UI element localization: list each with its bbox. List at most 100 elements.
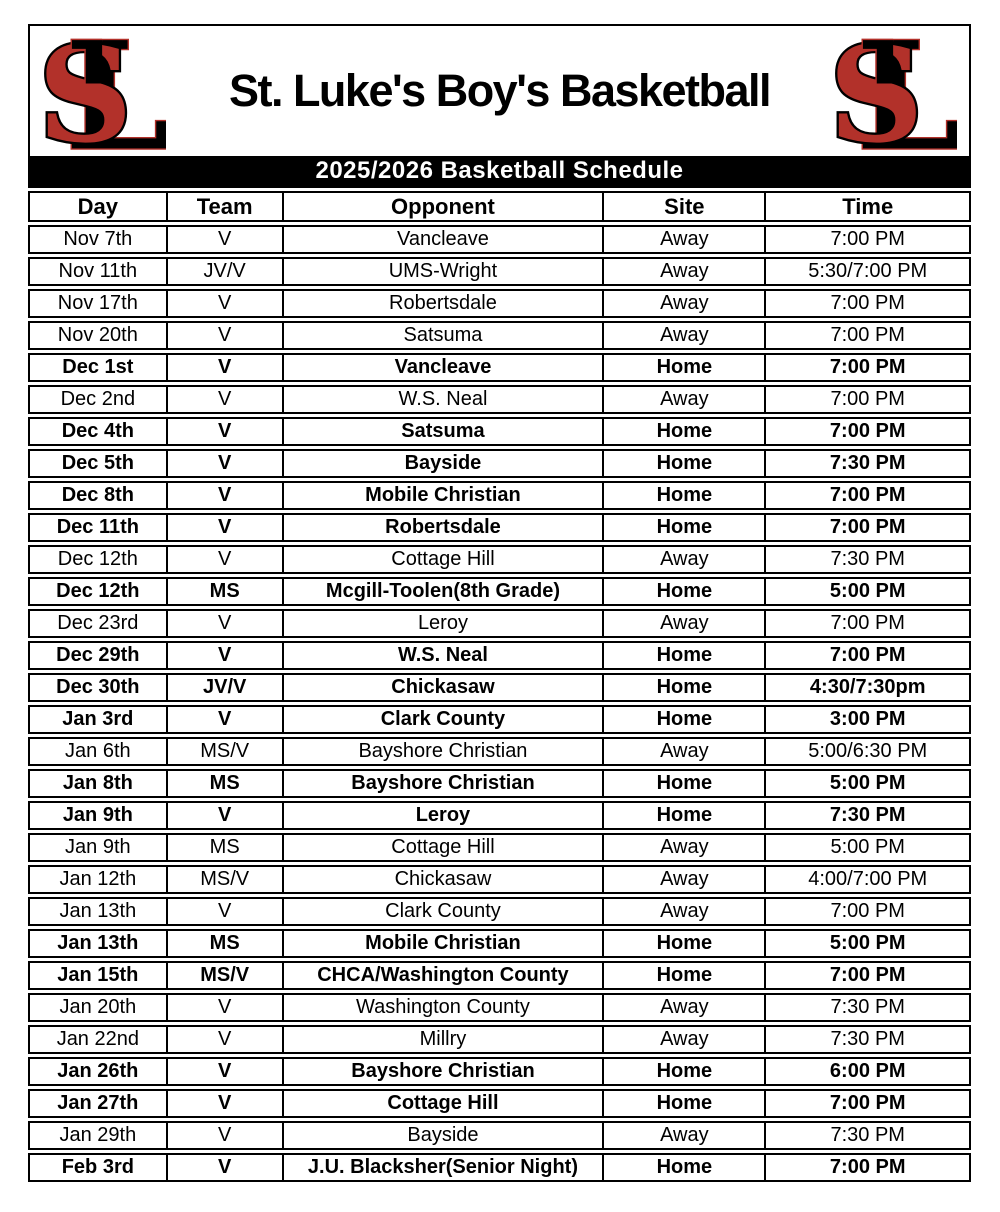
cell-site: Away [602, 257, 765, 286]
cell-day: Dec 30th [28, 673, 166, 702]
schedule-row: Dec 5th V Bayside Home 7:30 PM [28, 449, 971, 478]
header-top: L S L St. Luke's Boy's Basketball L S L [30, 26, 969, 156]
cell-opponent: Bayshore Christian [281, 1057, 603, 1086]
cell-opponent: Chickasaw [281, 673, 603, 702]
cell-team: V [165, 1121, 282, 1150]
cell-site: Away [602, 865, 765, 894]
schedule-sheet: L S L St. Luke's Boy's Basketball L S L … [28, 24, 971, 1185]
sl-monogram-icon-left: L S L [42, 29, 166, 153]
cell-time: 5:00 PM [764, 929, 971, 958]
cell-day: Dec 8th [28, 481, 166, 510]
cell-team: MS [165, 929, 282, 958]
cell-opponent: W.S. Neal [281, 385, 603, 414]
cell-site: Home [602, 353, 765, 382]
schedule-row: Jan 26th V Bayshore Christian Home 6:00 PM [28, 1057, 971, 1086]
cell-site: Home [602, 449, 765, 478]
cell-time: 7:00 PM [764, 385, 971, 414]
cell-time: 7:30 PM [764, 801, 971, 830]
cell-site: Home [602, 801, 765, 830]
cell-site: Home [602, 641, 765, 670]
cell-time: 7:30 PM [764, 993, 971, 1022]
cell-team: V [165, 289, 282, 318]
cell-team: JV/V [165, 673, 282, 702]
cell-site: Home [602, 1089, 765, 1118]
header: L S L St. Luke's Boy's Basketball L S L … [28, 24, 971, 188]
schedule-row: Jan 8th MS Bayshore Christian Home 5:00 PM [28, 769, 971, 798]
cell-site: Home [602, 577, 765, 606]
cell-opponent: Cottage Hill [281, 833, 603, 862]
cell-team: V [165, 225, 282, 254]
cell-site: Home [602, 705, 765, 734]
cell-team: V [165, 321, 282, 350]
cell-day: Dec 5th [28, 449, 166, 478]
svg-text:S: S [833, 29, 924, 153]
schedule-table: Day Team Opponent Site Time Nov 7th V Vanc… [28, 188, 971, 1185]
cell-site: Away [602, 225, 765, 254]
cell-team: MS/V [165, 961, 282, 990]
cell-opponent: Leroy [281, 801, 603, 830]
svg-text:L: L [65, 29, 166, 153]
cell-day: Jan 27th [28, 1089, 166, 1118]
cell-opponent: W.S. Neal [281, 641, 603, 670]
cell-time: 5:00 PM [764, 577, 971, 606]
schedule-row: Dec 2nd V W.S. Neal Away 7:00 PM [28, 385, 971, 414]
cell-team: V [165, 897, 282, 926]
cell-day: Feb 3rd [28, 1153, 166, 1182]
cell-team: V [165, 385, 282, 414]
cell-opponent: CHCA/Washington County [281, 961, 603, 990]
schedule-row: Nov 11th JV/V UMS-Wright Away 5:30/7:00 PM [28, 257, 971, 286]
cell-day: Dec 23rd [28, 609, 166, 638]
cell-day: Jan 15th [28, 961, 166, 990]
cell-day: Jan 9th [28, 833, 166, 862]
cell-time: 7:00 PM [764, 225, 971, 254]
cell-site: Home [602, 929, 765, 958]
schedule-row: Dec 4th V Satsuma Home 7:00 PM [28, 417, 971, 446]
cell-time: 7:00 PM [764, 1089, 971, 1118]
sl-monogram-icon-right: L S L [833, 29, 957, 153]
cell-day: Jan 20th [28, 993, 166, 1022]
cell-time: 7:00 PM [764, 897, 971, 926]
cell-day: Dec 1st [28, 353, 166, 382]
cell-opponent: Robertsdale [281, 289, 603, 318]
cell-time: 5:00 PM [764, 833, 971, 862]
cell-day: Dec 4th [28, 417, 166, 446]
cell-time: 7:00 PM [764, 417, 971, 446]
cell-day: Jan 22nd [28, 1025, 166, 1054]
cell-site: Away [602, 609, 765, 638]
cell-time: 7:00 PM [764, 513, 971, 542]
cell-time: 7:00 PM [764, 961, 971, 990]
cell-day: Jan 3rd [28, 705, 166, 734]
cell-site: Home [602, 513, 765, 542]
cell-opponent: Vancleave [281, 225, 603, 254]
cell-time: 6:00 PM [764, 1057, 971, 1086]
cell-time: 7:00 PM [764, 609, 971, 638]
cell-time: 7:00 PM [764, 481, 971, 510]
cell-site: Away [602, 545, 765, 574]
cell-time: 7:00 PM [764, 321, 971, 350]
cell-day: Jan 8th [28, 769, 166, 798]
cell-team: V [165, 545, 282, 574]
cell-team: V [165, 481, 282, 510]
cell-team: V [165, 641, 282, 670]
cell-team: V [165, 1089, 282, 1118]
cell-opponent: Mobile Christian [281, 929, 603, 958]
schedule-row: Jan 12th MS/V Chickasaw Away 4:00/7:00 PM [28, 865, 971, 894]
cell-opponent: Satsuma [281, 321, 603, 350]
cell-opponent: Satsuma [281, 417, 603, 446]
cell-time: 5:00 PM [764, 769, 971, 798]
schedule-row: Jan 9th V Leroy Home 7:30 PM [28, 801, 971, 830]
schedule-header-row: Day Team Opponent Site Time [28, 191, 971, 222]
cell-opponent: Cottage Hill [281, 1089, 603, 1118]
page-title: St. Luke's Boy's Basketball [228, 65, 772, 116]
cell-day: Jan 26th [28, 1057, 166, 1086]
cell-team: JV/V [165, 257, 282, 286]
cell-team: V [165, 705, 282, 734]
cell-team: V [165, 1025, 282, 1054]
schedule-row: Jan 20th V Washington County Away 7:30 PM [28, 993, 971, 1022]
cell-opponent: J.U. Blacksher(Senior Night) [281, 1153, 603, 1182]
cell-time: 7:30 PM [764, 1121, 971, 1150]
cell-time: 7:00 PM [764, 1153, 971, 1182]
column-header-time: Time [764, 191, 971, 222]
column-header-day: Day [28, 191, 166, 222]
